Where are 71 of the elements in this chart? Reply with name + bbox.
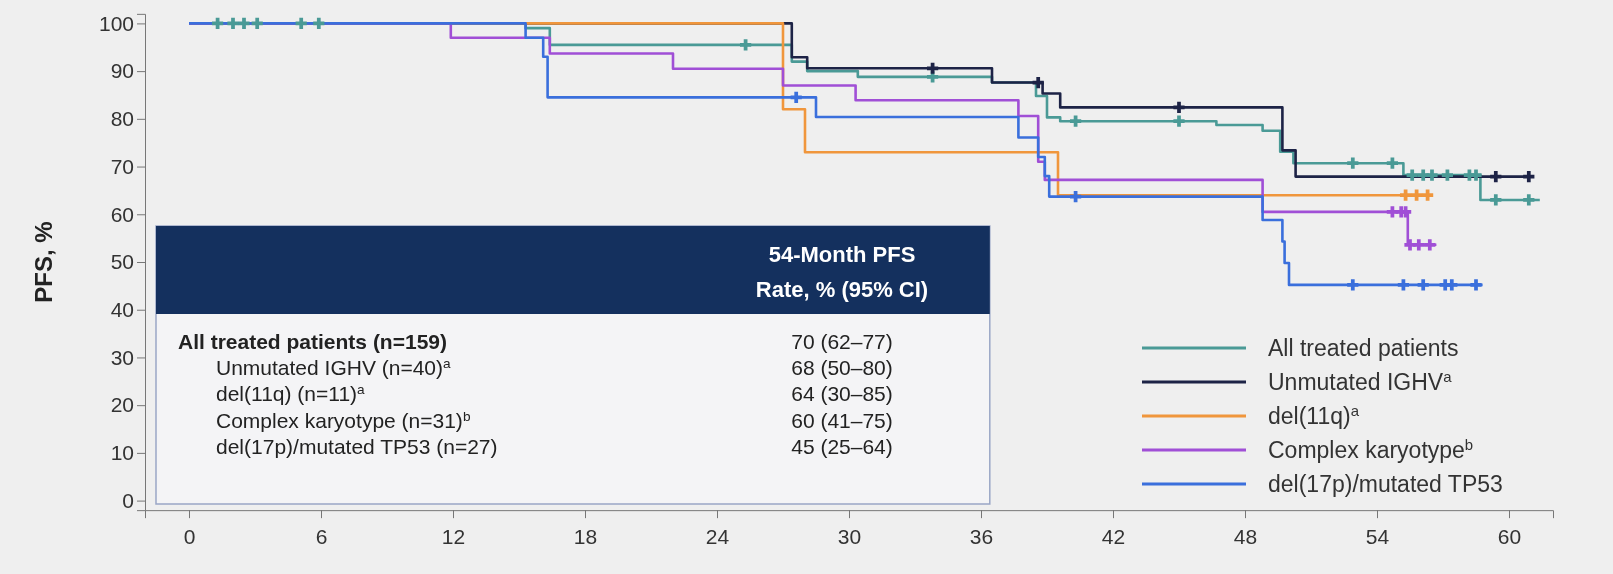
legend-label: Complex karyotype$^{b}$ (1268, 435, 1474, 463)
point (1426, 169, 1438, 181)
y-tick-label: 0 (122, 488, 134, 512)
point (1523, 170, 1535, 183)
point (926, 62, 939, 74)
annotation: 54-Month PFS Rate, % (95% CI) (755, 242, 929, 302)
point (1069, 115, 1082, 127)
point (1173, 101, 1185, 113)
point (1424, 239, 1436, 251)
point (1397, 279, 1410, 291)
point (1470, 169, 1482, 181)
point (227, 17, 239, 30)
y-tick-label: 80 (110, 107, 134, 131)
point (1406, 169, 1418, 181)
x-tick-label: 12 (441, 525, 466, 549)
point (1413, 239, 1425, 251)
x-tick-label: 54 (1365, 525, 1390, 549)
point (1417, 279, 1429, 291)
annotation: 68 (50–80) (791, 356, 893, 380)
annotation: 64 (30–85) (791, 382, 893, 406)
y-tick-label: 50 (110, 250, 134, 274)
legend-label: All treated patients (1268, 335, 1459, 361)
legend-label: del(11q)$^{a}$ (1268, 401, 1360, 429)
x-tick-label: 42 (1101, 525, 1126, 549)
annotation: 70 (62–77) (791, 330, 893, 353)
point (251, 17, 263, 30)
annotation: del(17p)/mutated TP53 (n=27) (216, 434, 498, 458)
point (739, 39, 752, 51)
x-tick-label: 60 (1497, 525, 1522, 549)
point (790, 91, 802, 103)
point (1470, 279, 1482, 291)
y-tick-label: 100 (98, 11, 134, 35)
y-tick-label: 60 (110, 202, 134, 226)
point (1173, 115, 1185, 127)
point (295, 17, 307, 30)
y-tick-label: 90 (110, 59, 134, 83)
y-tick-label: 20 (110, 393, 134, 417)
y-tick-label: 70 (110, 154, 134, 178)
point (238, 17, 250, 30)
annotation: 60 (41–75) (791, 408, 893, 432)
point (1490, 170, 1502, 183)
y-tick-label: 40 (110, 297, 134, 321)
y-tick-label: 10 (110, 441, 134, 465)
point (1523, 194, 1535, 206)
y-axis-title: PFS, % (30, 221, 57, 303)
legend-label: del(17p)/mutated TP53 (1268, 471, 1503, 497)
x-tick-label: 6 (315, 525, 328, 549)
legend-label: Unmutated IGHV$^{a}$ (1268, 367, 1453, 395)
x-tick-label: 0 (183, 525, 196, 549)
point (313, 17, 325, 30)
annotation: All treated patients (n=159) (178, 330, 447, 353)
point (1490, 194, 1502, 206)
annotation: Complex karyotype (n=31)$^{b}$ (216, 408, 471, 432)
x-tick-label: 30 (837, 525, 862, 549)
annotation: 45 (25–64) (791, 434, 893, 458)
point (1386, 157, 1399, 169)
point (1347, 279, 1359, 291)
annotation: Unmutated IGHV (n=40)$^{a}$ (216, 355, 452, 380)
point (1410, 189, 1423, 201)
point (1441, 169, 1454, 181)
x-tick-label: 48 (1233, 525, 1258, 549)
x-tick-label: 36 (969, 525, 994, 549)
point (1399, 189, 1412, 201)
x-tick-label: 24 (705, 525, 730, 549)
y-tick-label: 30 (110, 345, 134, 369)
point (1032, 76, 1044, 89)
x-tick-label: 18 (573, 525, 598, 549)
point (1421, 189, 1434, 201)
point (1347, 157, 1359, 169)
point (1446, 279, 1458, 291)
annotation: del(11q) (n=11)$^{a}$ (216, 381, 366, 406)
